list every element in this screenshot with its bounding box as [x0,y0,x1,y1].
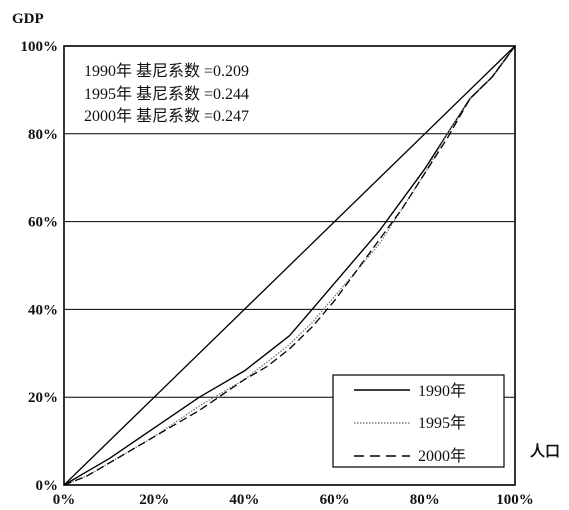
y-tick-label: 80% [28,127,58,143]
plot-frame [63,45,516,486]
series-lines [63,45,516,486]
y-tick-label: 60% [28,215,58,231]
y-tick-label: 40% [28,302,58,318]
gini-annotation-2000: 2000年 基尼系数 =0.247 [84,107,249,125]
legend-label-1995: 1995年 [418,414,466,432]
series-line-2000年 [63,45,516,486]
annotation-block: 1990年 基尼系数 =0.209 1995年 基尼系数 =0.244 2000… [84,62,249,125]
x-tick-label: 20% [139,492,169,508]
x-tick-label: 60% [320,492,350,508]
equality-line [63,45,516,486]
equality-diagonal [63,45,516,486]
legend: 1990年 1995年 2000年 [332,374,505,468]
x-axis-title: 人口 [530,443,560,460]
y-tick-label: 20% [28,390,58,406]
x-tick-label: 0% [53,492,76,508]
y-axis-title: GDP [12,11,44,27]
legend-label-2000: 2000年 [418,447,466,465]
x-tick-label: 40% [229,492,259,508]
y-tick-labels: 0% 20% 40% 60% 80% 100% [21,39,59,494]
gini-annotation-1995: 1995年 基尼系数 =0.244 [84,85,249,103]
y-tick-label: 0% [36,478,59,494]
x-tick-label: 100% [496,492,534,508]
x-tick-label: 80% [410,492,440,508]
gini-annotation-1990: 1990年 基尼系数 =0.209 [84,62,249,80]
x-tick-labels: 0% 20% 40% 60% 80% 100% [53,492,534,508]
series-line-1995年 [63,45,516,486]
y-tick-label: 100% [21,39,59,55]
legend-label-1990: 1990年 [418,382,466,400]
